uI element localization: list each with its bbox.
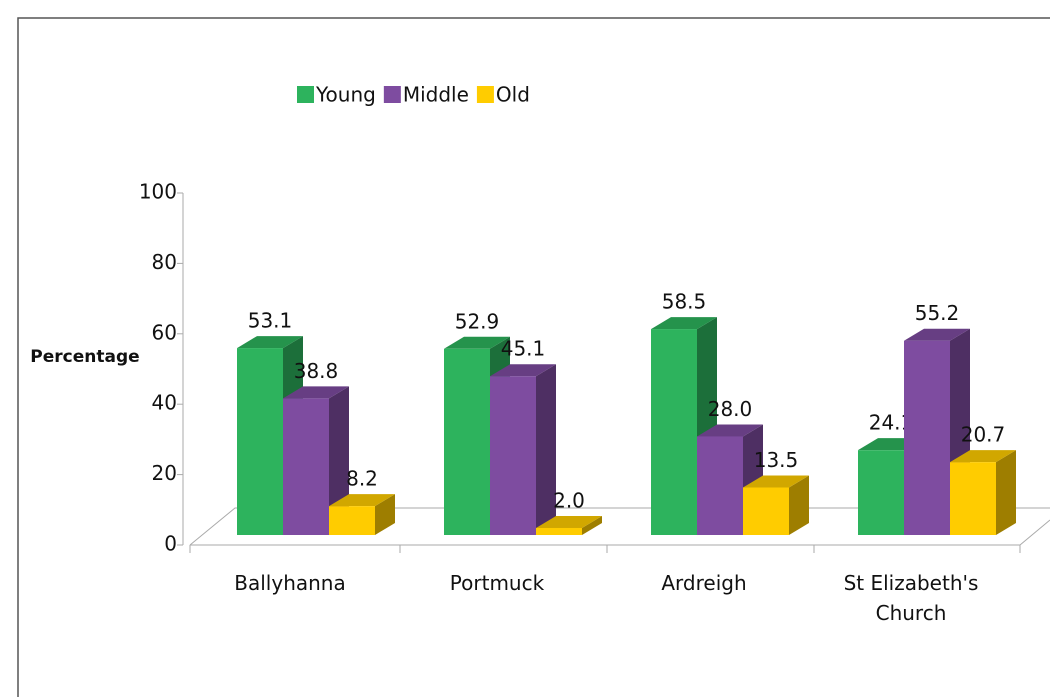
data-label: 38.8: [294, 359, 339, 383]
y-tick-label: 80: [152, 250, 177, 274]
bar: [697, 436, 743, 535]
bar-top: [444, 336, 510, 349]
bar: [950, 462, 996, 535]
data-label: 20.7: [961, 423, 1006, 447]
bar: [237, 348, 283, 535]
y-tick-label: 40: [152, 391, 177, 415]
data-label: 45.1: [501, 337, 546, 361]
data-label: 8.2: [346, 467, 378, 491]
bar-side: [375, 494, 395, 535]
data-label: 55.2: [915, 301, 960, 325]
bar: [283, 398, 329, 535]
y-tick-label: 60: [152, 320, 177, 344]
y-tick-label: 100: [139, 180, 177, 204]
bar: [444, 348, 490, 535]
bar: [329, 506, 375, 535]
bar-side: [582, 515, 602, 535]
bar-top: [283, 386, 349, 399]
y-axis-label: Percentage: [30, 347, 139, 367]
bar: [858, 450, 904, 535]
data-label: 58.5: [662, 290, 707, 314]
legend-label: Old: [496, 83, 530, 107]
bar-top: [329, 494, 395, 507]
legend-label: Young: [315, 83, 376, 107]
bar-top: [950, 450, 1016, 463]
bar: [536, 527, 582, 535]
data-label: 28.0: [708, 397, 753, 421]
bar: [904, 340, 950, 535]
bar-top: [237, 336, 303, 349]
bar: [490, 376, 536, 535]
bar-top: [651, 317, 717, 330]
data-label: 13.5: [754, 448, 799, 472]
bar-top: [697, 424, 763, 437]
bar: [743, 487, 789, 535]
bar-side: [536, 364, 556, 535]
legend-swatch: [297, 86, 314, 103]
bar-top: [490, 364, 556, 377]
bar-top: [904, 328, 970, 341]
x-tick-label: St Elizabeth's Church: [843, 571, 979, 625]
bar-side: [996, 450, 1016, 535]
bar: [651, 329, 697, 535]
bar-top: [743, 475, 809, 488]
x-tick-label: Ballyhanna: [234, 571, 346, 595]
y-tick-label: 20: [152, 461, 177, 485]
x-tick-label: Portmuck: [449, 571, 545, 595]
bar-top: [536, 515, 602, 528]
bar-side: [789, 475, 809, 535]
legend-swatch: [476, 86, 494, 103]
data-label: 53.1: [248, 309, 293, 333]
chart-border: [17, 17, 1050, 697]
y-tick-label: 0: [164, 532, 177, 556]
data-label: 52.9: [455, 309, 500, 333]
x-tick-label: Ardreigh: [661, 571, 747, 595]
data-label: 2.0: [553, 488, 585, 512]
legend-swatch: [383, 86, 401, 103]
legend-label: Middle: [403, 83, 469, 107]
